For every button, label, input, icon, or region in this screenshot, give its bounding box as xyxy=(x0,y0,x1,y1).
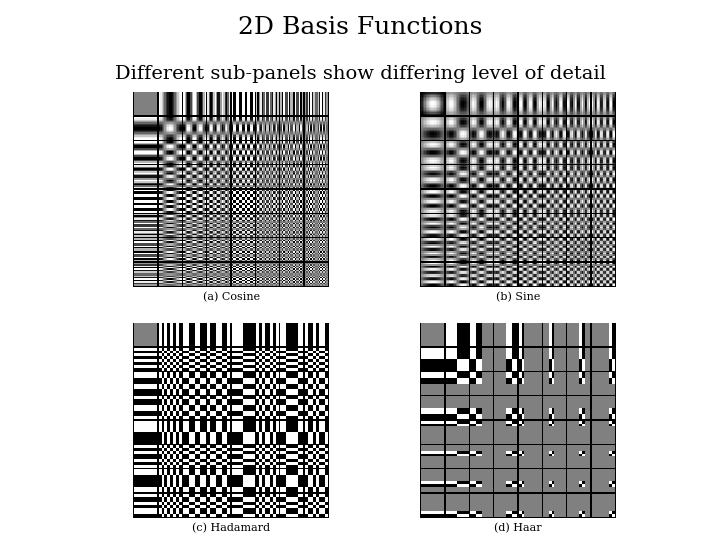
Text: 2D Basis Functions: 2D Basis Functions xyxy=(238,16,482,39)
X-axis label: (d) Haar: (d) Haar xyxy=(494,523,541,533)
X-axis label: (c) Hadamard: (c) Hadamard xyxy=(192,523,270,533)
X-axis label: (a) Cosine: (a) Cosine xyxy=(202,292,260,302)
X-axis label: (b) Sine: (b) Sine xyxy=(495,292,540,302)
Text: Different sub-panels show differing level of detail: Different sub-panels show differing leve… xyxy=(114,65,606,83)
